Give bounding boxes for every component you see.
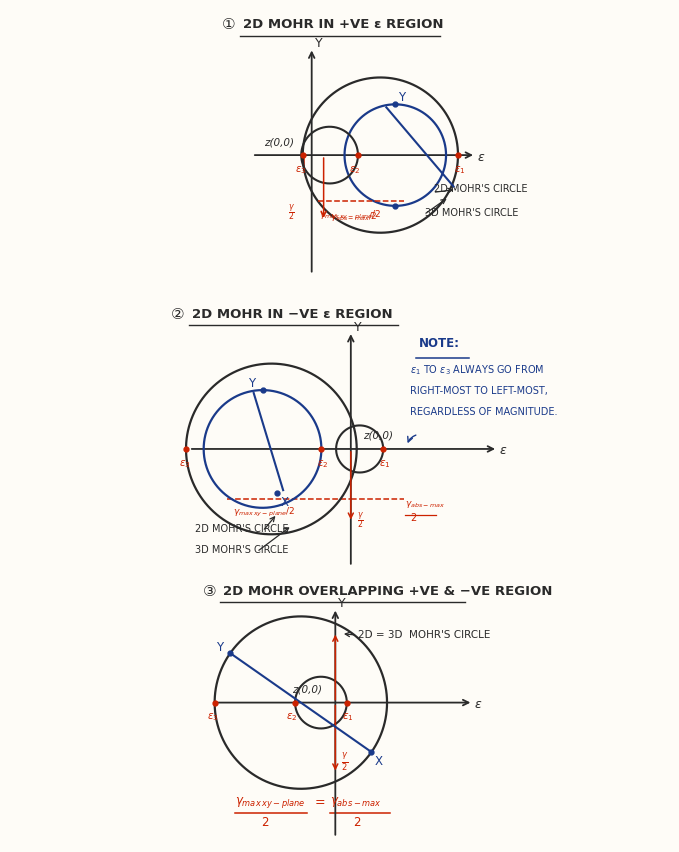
Text: $\gamma_{abs-max}$: $\gamma_{abs-max}$ bbox=[329, 794, 381, 809]
Text: $\varepsilon_2$: $\varepsilon_2$ bbox=[349, 164, 361, 176]
Text: Y: Y bbox=[354, 320, 361, 333]
Text: ②: ② bbox=[171, 307, 185, 322]
Text: ε: ε bbox=[475, 697, 481, 710]
Text: 2D MOHR'S CIRCLE: 2D MOHR'S CIRCLE bbox=[434, 184, 528, 193]
Text: $\varepsilon_1$: $\varepsilon_1$ bbox=[379, 458, 390, 469]
Text: RIGHT-MOST TO LEFT-MOST,: RIGHT-MOST TO LEFT-MOST, bbox=[409, 386, 547, 395]
Text: ε: ε bbox=[477, 151, 484, 164]
Text: z(0,0): z(0,0) bbox=[363, 429, 392, 440]
Text: X: X bbox=[280, 495, 288, 509]
Text: $\varepsilon_3$: $\varepsilon_3$ bbox=[207, 711, 219, 722]
Text: Y: Y bbox=[248, 377, 255, 389]
Text: z(0,0): z(0,0) bbox=[292, 683, 323, 694]
Text: Y: Y bbox=[399, 91, 405, 104]
Text: $\gamma_{max\,xy-plane}/2$: $\gamma_{max\,xy-plane}/2$ bbox=[319, 209, 382, 222]
Text: Y: Y bbox=[216, 641, 223, 653]
Text: z(0,0): z(0,0) bbox=[264, 137, 294, 147]
Text: $\varepsilon_2$: $\varepsilon_2$ bbox=[317, 458, 329, 469]
Text: $\gamma_{abs-max}/2$: $\gamma_{abs-max}/2$ bbox=[329, 210, 378, 222]
Text: $=$: $=$ bbox=[312, 793, 326, 806]
Text: 3D MOHR'S CIRCLE: 3D MOHR'S CIRCLE bbox=[195, 544, 288, 555]
Text: $\varepsilon_3$: $\varepsilon_3$ bbox=[179, 458, 190, 469]
Text: Y: Y bbox=[314, 37, 323, 50]
Text: 3D MOHR'S CIRCLE: 3D MOHR'S CIRCLE bbox=[425, 208, 519, 217]
Text: $\gamma_{abs-max}$: $\gamma_{abs-max}$ bbox=[405, 498, 445, 509]
Text: 2D MOHR IN +VE ε REGION: 2D MOHR IN +VE ε REGION bbox=[243, 18, 443, 32]
Text: 2D MOHR IN −VE ε REGION: 2D MOHR IN −VE ε REGION bbox=[192, 308, 392, 320]
Text: $2$: $2$ bbox=[261, 815, 269, 828]
Text: $\varepsilon_1$: $\varepsilon_1$ bbox=[342, 711, 354, 722]
Text: 2D MOHR'S CIRCLE: 2D MOHR'S CIRCLE bbox=[195, 524, 289, 533]
Text: 2D = 3D  MOHR'S CIRCLE: 2D = 3D MOHR'S CIRCLE bbox=[359, 629, 491, 639]
Text: $\frac{\gamma}{2}$: $\frac{\gamma}{2}$ bbox=[341, 751, 348, 772]
Text: $2$: $2$ bbox=[409, 510, 417, 522]
Text: $\frac{\gamma}{2}$: $\frac{\gamma}{2}$ bbox=[288, 202, 295, 222]
Text: REGARDLESS OF MAGNITUDE.: REGARDLESS OF MAGNITUDE. bbox=[409, 406, 557, 416]
Text: $\frac{\gamma}{2}$: $\frac{\gamma}{2}$ bbox=[356, 509, 364, 530]
Text: Y: Y bbox=[338, 596, 346, 610]
Text: X: X bbox=[374, 754, 382, 767]
Text: NOTE:: NOTE: bbox=[418, 337, 460, 349]
Text: ε: ε bbox=[500, 444, 506, 457]
Text: $\varepsilon_1$ TO $\varepsilon_3$ ALWAYS GO FROM: $\varepsilon_1$ TO $\varepsilon_3$ ALWAY… bbox=[409, 363, 544, 377]
Text: $\gamma_{max\,xy-plane}$: $\gamma_{max\,xy-plane}$ bbox=[235, 794, 306, 809]
Text: 2D MOHR OVERLAPPING +VE & −VE REGION: 2D MOHR OVERLAPPING +VE & −VE REGION bbox=[223, 584, 553, 597]
Text: ①: ① bbox=[222, 17, 236, 32]
Text: ③: ③ bbox=[203, 584, 217, 598]
Text: $2$: $2$ bbox=[352, 815, 361, 828]
Text: $\varepsilon_1$: $\varepsilon_1$ bbox=[454, 164, 465, 176]
Text: $\varepsilon_2$: $\varepsilon_2$ bbox=[287, 711, 298, 722]
Text: $\gamma_{max\,xy-plane}/2$: $\gamma_{max\,xy-plane}/2$ bbox=[233, 505, 295, 519]
Text: $\varepsilon_3$: $\varepsilon_3$ bbox=[295, 164, 307, 176]
